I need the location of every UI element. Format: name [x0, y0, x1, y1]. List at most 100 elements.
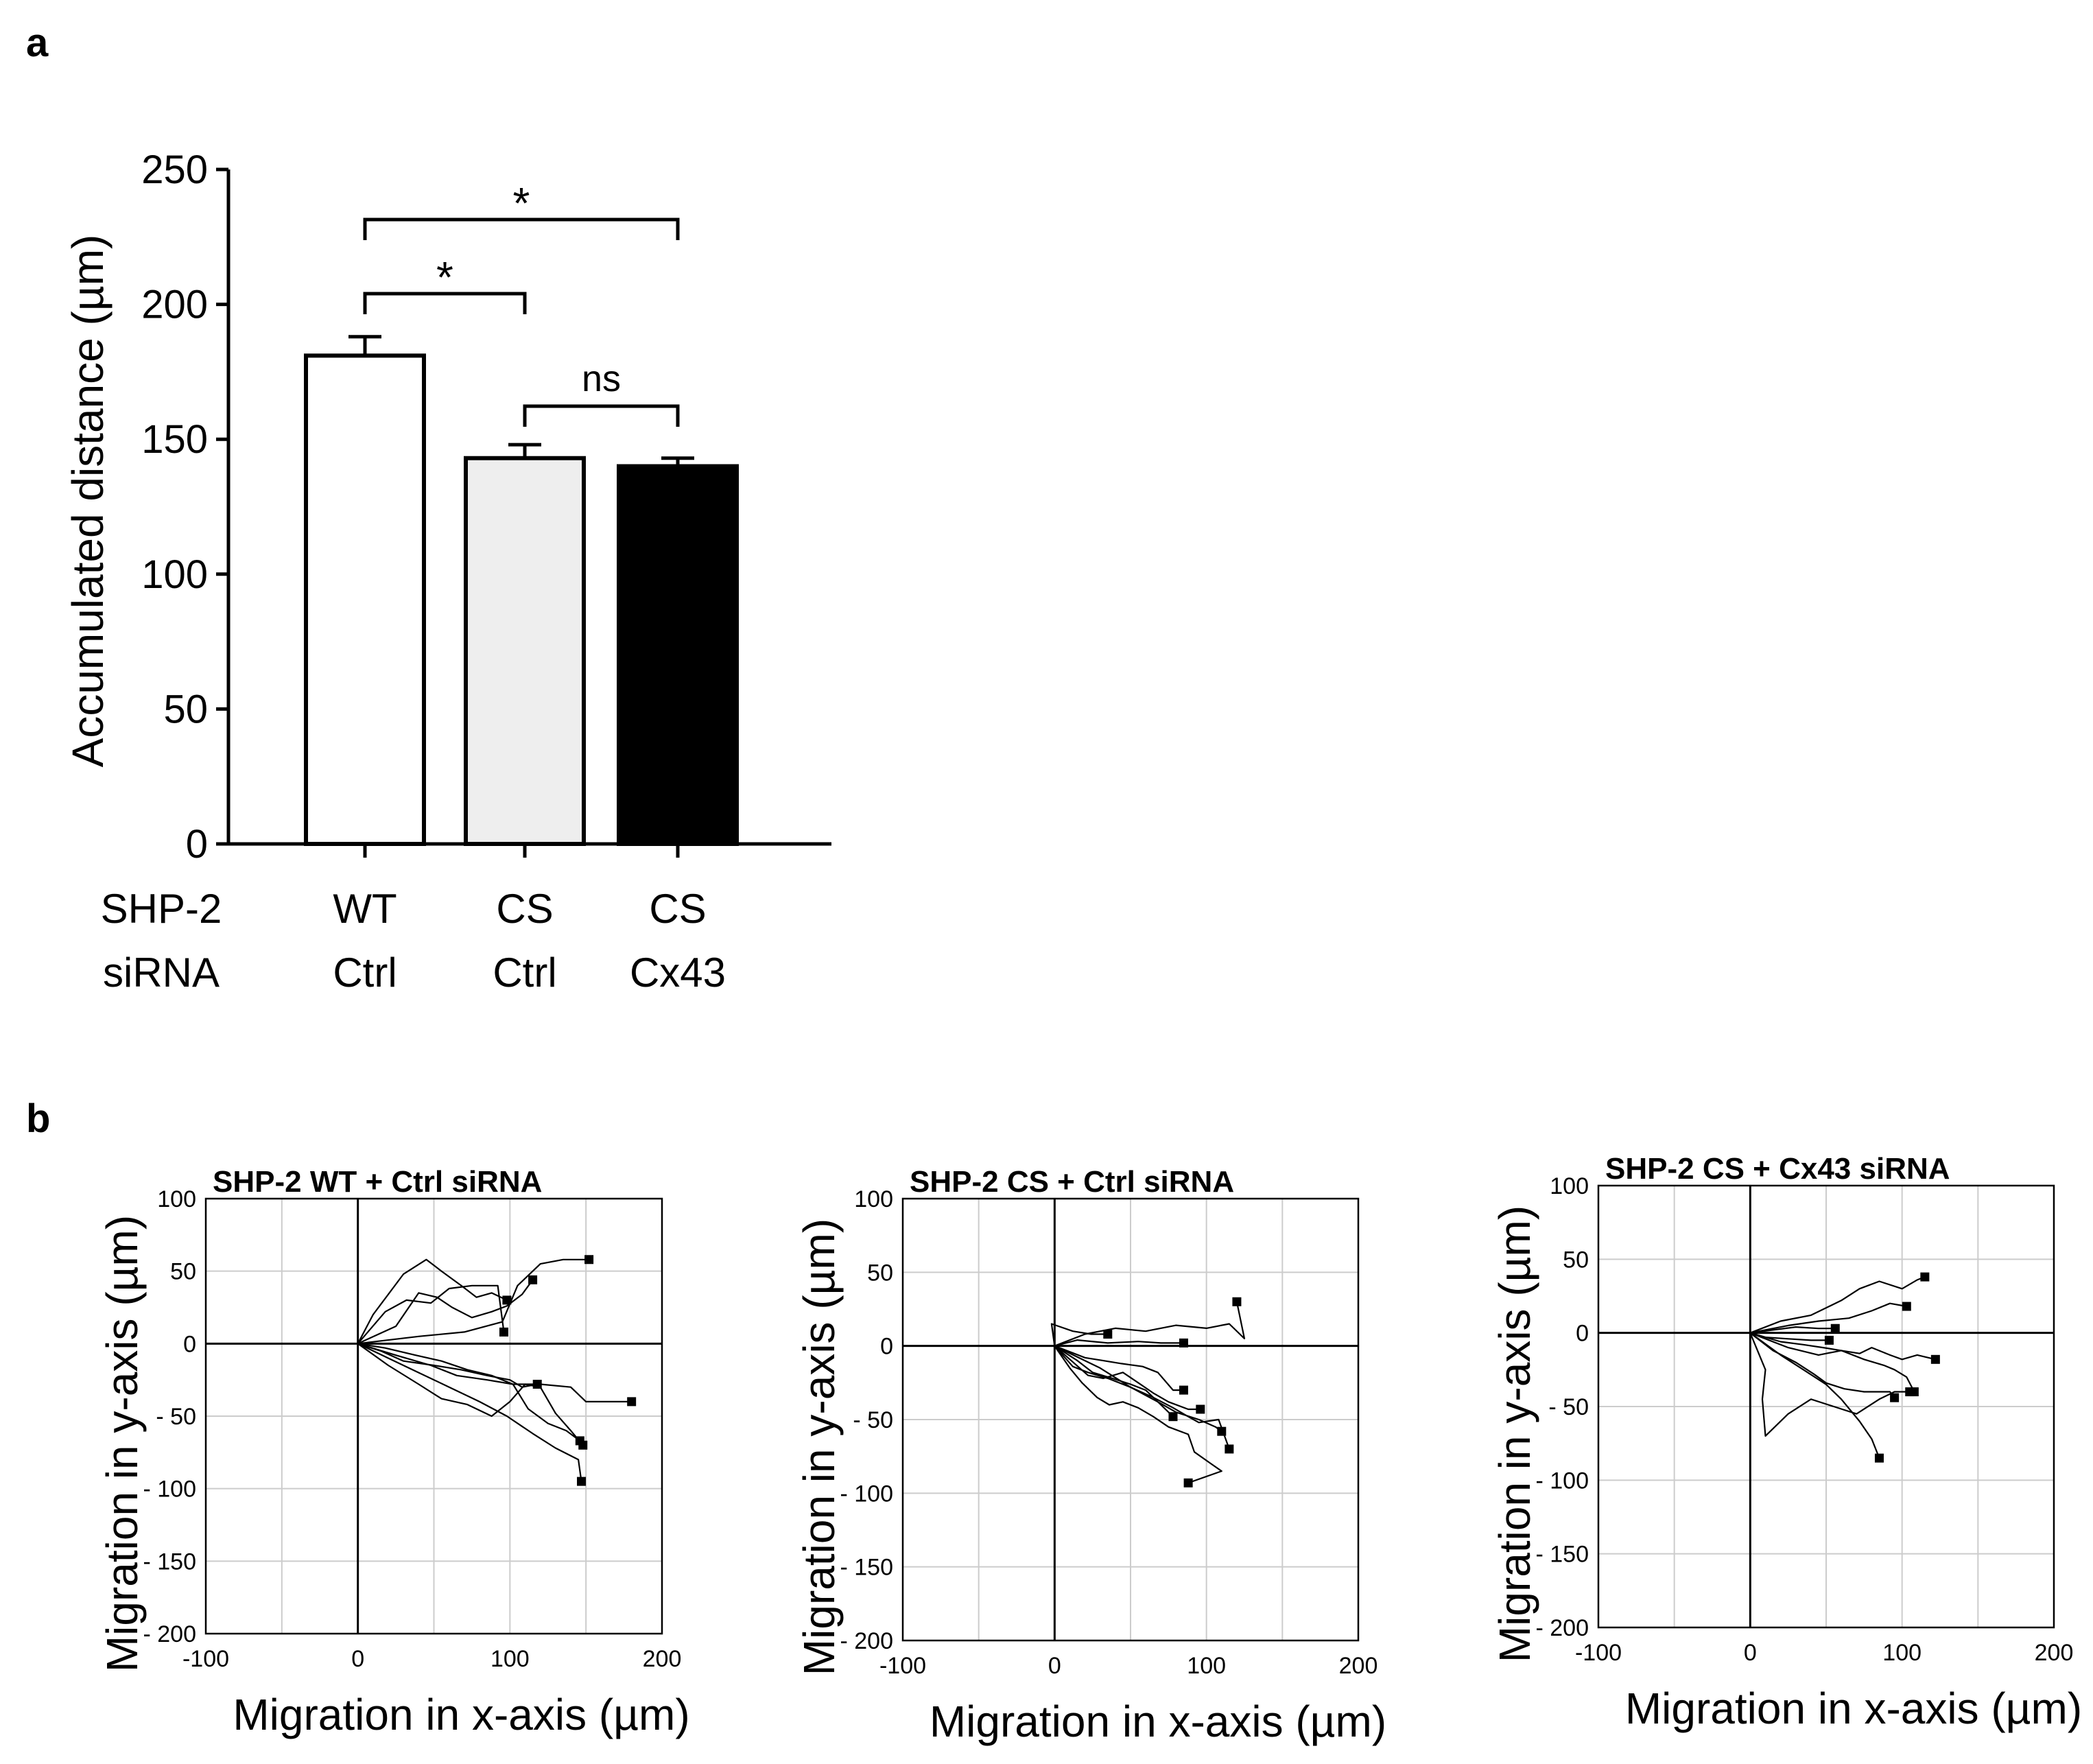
- y-tick-label: 50: [867, 1260, 893, 1286]
- panel-a-letter: a: [26, 21, 49, 65]
- bar-chart-y-tick-label: 0: [186, 822, 208, 867]
- x-tick-label: 200: [643, 1646, 682, 1672]
- trajectory-endpoint: [1168, 1412, 1178, 1422]
- y-tick-label: 100: [1550, 1173, 1589, 1199]
- significance-bracket: [523, 404, 680, 427]
- y-tick-label: 50: [170, 1259, 196, 1285]
- y-tick-label: - 150: [143, 1549, 197, 1575]
- trajectory-line: [1050, 1323, 1108, 1346]
- trajectory-line: [357, 1284, 505, 1345]
- bar-chart: Accumulated distance (µm) SHP-2 siRNA 0 5…: [63, 148, 831, 996]
- bar-chart-y-tick-label: 250: [141, 148, 208, 192]
- y-tick-label: - 50: [853, 1407, 893, 1433]
- bar: [617, 464, 739, 846]
- trajectory-line: [1749, 1332, 1936, 1361]
- bar-category-sirna-label: Ctrl: [493, 950, 556, 996]
- trajectory-endpoint: [627, 1397, 637, 1407]
- bar: [464, 456, 586, 846]
- x-axis-label: Migration in x-axis (µm): [233, 1690, 689, 1739]
- trajectory-line: [1054, 1302, 1246, 1347]
- y-tick-label: 50: [1563, 1247, 1589, 1273]
- trajectory-endpoint: [1103, 1329, 1113, 1339]
- x-tick-label: 0: [1744, 1640, 1757, 1666]
- plot-frame: [1597, 1184, 2055, 1629]
- significance-label: *: [513, 178, 530, 228]
- y-tick-label: - 200: [840, 1628, 894, 1654]
- trajectory-endpoint: [1890, 1393, 1900, 1402]
- plot-title: SHP-2 CS + Ctrl siRNA: [910, 1165, 1234, 1199]
- x-tick-label: -100: [1575, 1640, 1622, 1666]
- trajectory-plot-cs-cx43: -100 0 100 200 100 50 0 - 50 - 100 - 150 - 200 SHP-…: [1490, 1152, 2082, 1733]
- trajectory-endpoint: [577, 1477, 587, 1486]
- trajectory-endpoint: [1874, 1453, 1884, 1463]
- y-axis-label: Migration in y-axis (µm): [794, 1219, 844, 1675]
- trajectory-line: [357, 1258, 589, 1345]
- x-axis-label: Migration in x-axis (µm): [930, 1697, 1386, 1746]
- trajectory-endpoint: [1217, 1426, 1227, 1436]
- bar-category-shp2-label: CS: [649, 886, 706, 932]
- trajectory-line: [1054, 1345, 1184, 1391]
- y-tick-label: 100: [854, 1186, 893, 1212]
- bar-chart-row-label-shp2: SHP-2: [101, 886, 222, 932]
- trajectory-endpoint: [532, 1380, 542, 1389]
- bar-category-sirna-label: Ctrl: [333, 950, 397, 996]
- trajectory-endpoint: [1179, 1338, 1188, 1348]
- y-tick-label: - 50: [1548, 1394, 1589, 1420]
- trajectory-line: [1054, 1345, 1222, 1433]
- x-tick-label: -100: [182, 1646, 229, 1672]
- trajectory-line: [357, 1343, 580, 1442]
- trajectory-endpoint: [1830, 1324, 1840, 1333]
- trajectory-endpoint: [1909, 1387, 1919, 1397]
- x-tick-label: 0: [1048, 1653, 1061, 1679]
- bar-category-sirna-label: Cx43: [630, 950, 726, 996]
- x-axis-label: Migration in x-axis (µm): [1625, 1684, 2082, 1733]
- trajectory-endpoint: [1824, 1335, 1834, 1345]
- x-tick-label: 100: [490, 1646, 530, 1672]
- bar-chart-y-tick-label: 100: [141, 552, 208, 597]
- y-tick-label: - 150: [1536, 1542, 1589, 1568]
- trajectory-line: [1054, 1345, 1230, 1450]
- plot-frame: [901, 1197, 1360, 1642]
- trajectory-line: [357, 1343, 584, 1446]
- y-tick-label: 0: [183, 1331, 196, 1357]
- trajectory-line: [1749, 1276, 1926, 1334]
- bar-chart-y-tick-label: 200: [141, 283, 208, 327]
- trajectory-line: [357, 1343, 538, 1388]
- significance-label: *: [436, 252, 453, 302]
- trajectory-line: [1054, 1339, 1184, 1347]
- bar-category-shp2-label: CS: [496, 886, 553, 932]
- plot-title: SHP-2 WT + Ctrl siRNA: [213, 1165, 542, 1199]
- trajectory-line: [1750, 1302, 1907, 1334]
- trajectory-line: [1054, 1345, 1222, 1484]
- trajectory-endpoint: [1183, 1478, 1193, 1487]
- trajectory-line: [1749, 1332, 1895, 1398]
- x-tick-label: 100: [1882, 1640, 1921, 1666]
- plot-title: SHP-2 CS + Cx43 siRNA: [1605, 1152, 1950, 1186]
- trajectory-endpoint: [1902, 1302, 1911, 1311]
- trajectory-endpoint: [1920, 1272, 1930, 1282]
- y-axis-label: Migration in y-axis (µm): [1490, 1206, 1539, 1662]
- y-tick-label: - 100: [840, 1481, 894, 1507]
- significance-bracket: [363, 217, 680, 240]
- trajectory-endpoint: [528, 1275, 538, 1284]
- trajectory-endpoint: [584, 1255, 594, 1265]
- trajectory-line: [357, 1258, 508, 1344]
- y-tick-label: 100: [157, 1186, 196, 1212]
- x-tick-label: 200: [2035, 1640, 2074, 1666]
- trajectory-endpoint: [1225, 1444, 1234, 1454]
- bar-category-shp2-label: WT: [333, 886, 397, 932]
- x-tick-label: 200: [1339, 1653, 1378, 1679]
- trajectory-line: [357, 1279, 534, 1345]
- trajectory-endpoint: [502, 1295, 512, 1305]
- trajectory-line: [1749, 1332, 1915, 1393]
- trajectory-endpoint: [499, 1327, 508, 1337]
- bar-chart-y-tick-label: 150: [141, 417, 208, 462]
- y-tick-label: - 100: [1536, 1468, 1589, 1494]
- trajectory-line: [357, 1343, 582, 1482]
- significance-bracket: [363, 292, 527, 314]
- x-tick-label: -100: [879, 1653, 926, 1679]
- trajectory-line: [1749, 1332, 1910, 1437]
- trajectory-plot-wt-ctrl: -100 0 100 200 100 50 0 - 50 - 100 - 150 - 200 SHP-…: [97, 1165, 690, 1739]
- trajectory-endpoint: [1179, 1385, 1188, 1395]
